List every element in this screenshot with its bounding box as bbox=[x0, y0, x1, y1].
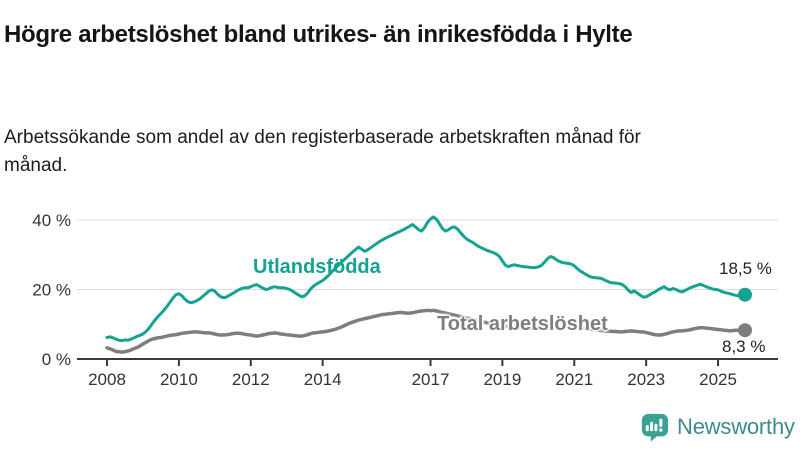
page-subtitle: Arbetssökande som andel av den registerb… bbox=[4, 127, 641, 176]
series-label-total-arbetsloshet: Total arbetslöshet bbox=[437, 313, 608, 335]
end-value-total: 8,3 % bbox=[722, 337, 766, 356]
y-tick-label: 20 % bbox=[32, 281, 71, 300]
y-tick-label: 40 % bbox=[32, 211, 71, 230]
y-tick-label: 0 % bbox=[42, 350, 71, 369]
series-end-dot-0 bbox=[738, 287, 752, 302]
page-title: Högre arbetslöshet bland utrikes- än inr… bbox=[4, 21, 633, 49]
x-tick-label: 2025 bbox=[699, 370, 737, 389]
series-line-1 bbox=[105, 308, 747, 354]
end-value-utlandsfodda: 18,5 % bbox=[719, 259, 772, 278]
x-tick-label: 2017 bbox=[412, 370, 450, 389]
newsworthy-wordmark: Newsworthy bbox=[677, 414, 795, 439]
unemployment-line-chart: 0 % 20 % 40 % 2008 2010 2012 2014 2017 2019 2021 2… bbox=[32, 211, 778, 389]
x-tick-label: 2023 bbox=[627, 370, 665, 389]
x-tick-label: 2019 bbox=[483, 370, 521, 389]
x-tick-label: 2010 bbox=[160, 370, 198, 389]
newsworthy-bubble-chart-icon bbox=[641, 413, 669, 442]
series-end-dot-1 bbox=[738, 323, 752, 338]
newsworthy-logo: Newsworthy bbox=[640, 412, 795, 442]
x-tick-label: 2012 bbox=[232, 370, 270, 389]
series-line-0 bbox=[105, 215, 747, 343]
series-label-utlandsfodda: Utlandsfödda bbox=[253, 256, 381, 278]
x-tick-label: 2008 bbox=[88, 370, 126, 389]
x-tick-label: 2021 bbox=[555, 370, 593, 389]
x-tick-label: 2014 bbox=[304, 370, 342, 389]
